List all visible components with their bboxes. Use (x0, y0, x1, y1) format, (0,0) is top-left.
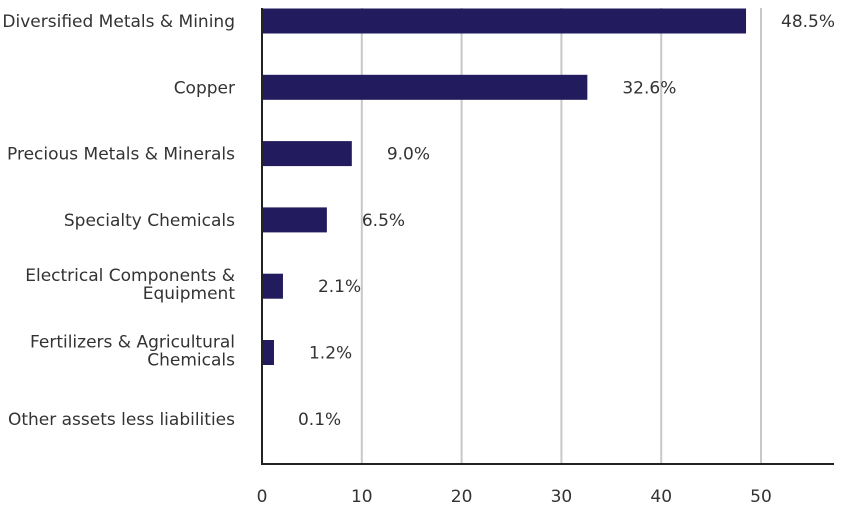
category-label-line: Chemicals (147, 351, 235, 371)
x-tick-label-10: 10 (351, 487, 373, 507)
x-tick-label-50: 50 (750, 487, 772, 507)
category-label-3: Specialty Chemicals (64, 211, 235, 231)
x-tick-label-30: 30 (551, 487, 573, 507)
x-tick-labels: 0 10 20 30 40 50 (257, 487, 772, 507)
value-label-3: 6.5% (362, 211, 405, 231)
bar-1 (262, 74, 588, 100)
category-label-5: Fertilizers & Agricultural Chemicals (30, 333, 235, 371)
category-label-line: Other assets less liabilities (8, 410, 235, 430)
bars (262, 8, 747, 432)
category-label-line: Precious Metals & Minerals (7, 145, 235, 165)
value-label-6: 0.1% (298, 410, 341, 430)
bar-0 (262, 8, 747, 34)
value-labels: 48.5% 32.6% 9.0% 6.5% 2.1% 1.2% 0.1% (298, 12, 835, 430)
category-label-line: Specialty Chemicals (64, 211, 235, 231)
category-label-line: Fertilizers & Agricultural (30, 333, 235, 353)
x-tick-label-40: 40 (650, 487, 672, 507)
value-label-1: 32.6% (622, 78, 676, 98)
bar-2 (262, 141, 352, 167)
bar-3 (262, 207, 327, 233)
category-label-6: Other assets less liabilities (8, 410, 235, 430)
value-label-0: 48.5% (781, 12, 835, 32)
category-label-0: Diversified Metals & Mining (2, 12, 235, 32)
category-label-line: Equipment (143, 284, 236, 304)
category-label-1: Copper (174, 78, 235, 98)
x-tick-label-0: 0 (257, 487, 268, 507)
category-label-line: Electrical Components & (25, 266, 235, 286)
value-label-4: 2.1% (318, 277, 361, 297)
category-label-line: Diversified Metals & Mining (2, 12, 235, 32)
bar-5 (262, 340, 274, 365)
category-label-4: Electrical Components & Equipment (25, 266, 235, 304)
value-label-2: 9.0% (387, 145, 430, 165)
value-label-5: 1.2% (309, 344, 352, 364)
bar-4 (262, 273, 283, 299)
category-labels: Diversified Metals & Mining Copper Preciou… (2, 12, 235, 430)
axes (261, 8, 834, 465)
category-label-2: Precious Metals & Minerals (7, 145, 235, 165)
category-label-line: Copper (174, 78, 235, 98)
x-tick-label-20: 20 (451, 487, 473, 507)
